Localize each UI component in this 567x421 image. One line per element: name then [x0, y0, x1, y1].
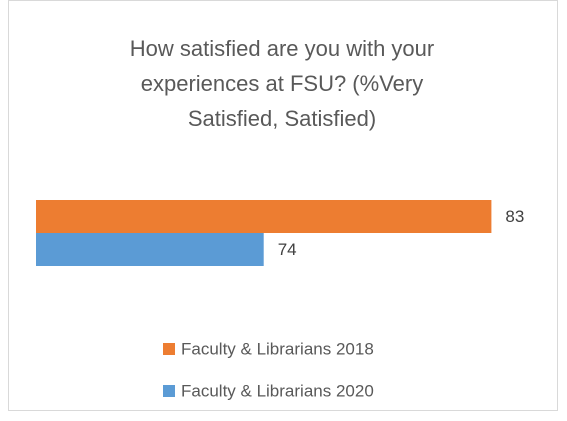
legend-swatch — [163, 343, 175, 355]
data-label: 83 — [505, 207, 524, 226]
legend-label: Faculty & Librarians 2020 — [181, 381, 374, 400]
legend-swatch — [163, 385, 175, 397]
bar — [36, 200, 492, 233]
data-label: 74 — [278, 240, 297, 259]
legend-label: Faculty & Librarians 2018 — [181, 339, 374, 358]
chart-title: How satisfied are you with your experien… — [129, 36, 435, 131]
bar — [36, 233, 264, 266]
